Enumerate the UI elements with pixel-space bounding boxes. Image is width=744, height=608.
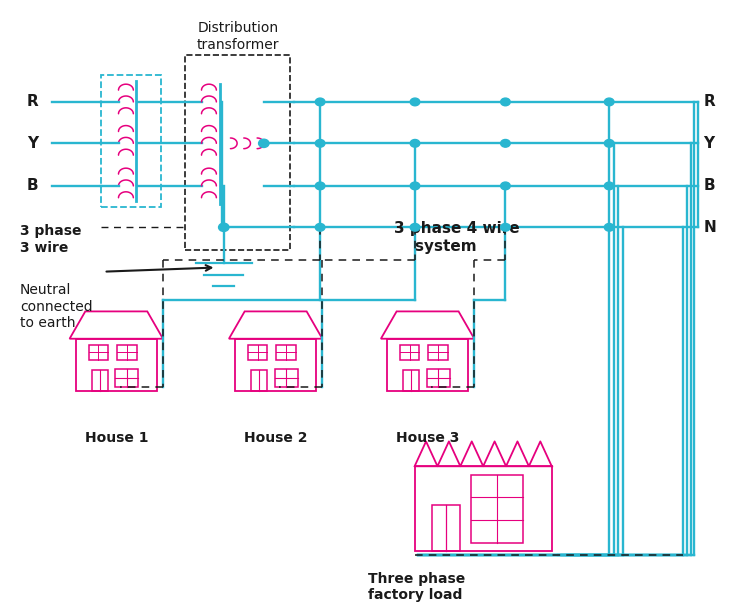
Bar [115, 369, 138, 387]
Circle shape [410, 98, 420, 106]
Text: House 3: House 3 [396, 431, 459, 445]
Circle shape [410, 224, 420, 231]
Circle shape [501, 98, 510, 106]
Text: N: N [703, 220, 716, 235]
Bar [277, 345, 296, 359]
Bar [427, 369, 449, 387]
Circle shape [501, 182, 510, 190]
Text: Neutral
connected
to earth: Neutral connected to earth [20, 283, 92, 330]
Bar [117, 345, 137, 359]
Circle shape [315, 224, 325, 231]
Text: House 2: House 2 [244, 431, 307, 445]
Text: Y: Y [703, 136, 714, 151]
Bar [235, 339, 316, 391]
Bar [403, 370, 420, 391]
Bar [429, 345, 448, 359]
Bar [414, 466, 552, 551]
Text: 3 phase 4 wire
    system: 3 phase 4 wire system [394, 221, 520, 254]
Bar [251, 370, 268, 391]
Bar [89, 345, 108, 359]
Circle shape [315, 98, 325, 106]
Circle shape [604, 182, 614, 190]
Circle shape [604, 224, 614, 231]
Bar [92, 370, 108, 391]
Text: House 1: House 1 [85, 431, 148, 445]
Circle shape [501, 224, 510, 231]
Bar [185, 55, 290, 250]
Bar [75, 339, 157, 391]
Circle shape [259, 139, 269, 148]
Text: B: B [27, 178, 39, 193]
Bar [400, 345, 420, 359]
Circle shape [315, 139, 325, 147]
Text: R: R [703, 94, 715, 109]
Bar [432, 505, 460, 551]
Text: 3 phase
3 wire: 3 phase 3 wire [20, 224, 81, 255]
Circle shape [410, 182, 420, 190]
Circle shape [219, 223, 229, 232]
Circle shape [315, 182, 325, 190]
Bar [101, 75, 161, 207]
Bar [387, 339, 469, 391]
Text: R: R [27, 94, 39, 109]
Bar [248, 345, 268, 359]
Circle shape [501, 139, 510, 147]
Circle shape [604, 98, 614, 106]
Bar [471, 475, 523, 543]
Bar [275, 369, 298, 387]
Text: Y: Y [28, 136, 39, 151]
Text: Distribution
transformer: Distribution transformer [196, 21, 279, 52]
Text: B: B [703, 178, 715, 193]
Circle shape [604, 139, 614, 147]
Text: Three phase
factory load: Three phase factory load [368, 572, 466, 603]
Circle shape [410, 139, 420, 147]
